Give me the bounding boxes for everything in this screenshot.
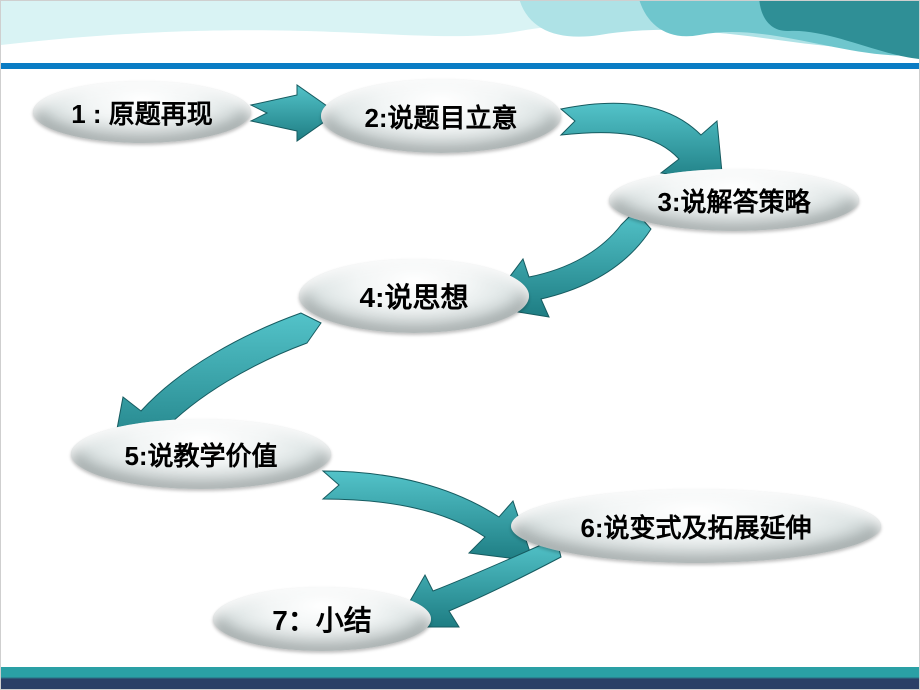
node-3-label: 3:说解答策略 bbox=[651, 182, 816, 219]
node-5-label: 5:说教学价值 bbox=[118, 436, 283, 473]
node-4: 4:说思想 bbox=[299, 259, 529, 333]
node-1-label: 1 : 原题再现 bbox=[65, 94, 219, 131]
node-7-label: 7：小结 bbox=[266, 599, 378, 639]
node-4-label: 4:说思想 bbox=[354, 276, 475, 316]
node-1: 1 : 原题再现 bbox=[33, 81, 251, 143]
node-5: 5:说教学价值 bbox=[71, 419, 331, 489]
slide: 1 : 原题再现 2:说题目立意 3:说解答策略 4:说思想 5:说教学价值 6… bbox=[0, 0, 920, 690]
header-rule bbox=[1, 63, 919, 69]
node-7: 7：小结 bbox=[213, 587, 431, 651]
node-6: 6:说变式及拓展延伸 bbox=[511, 489, 881, 563]
node-6-label: 6:说变式及拓展延伸 bbox=[574, 508, 817, 545]
arrow-5-6 bbox=[323, 471, 533, 561]
node-2-label: 2:说题目立意 bbox=[358, 98, 523, 135]
footer-band bbox=[1, 667, 919, 689]
header-swoosh bbox=[1, 1, 919, 63]
node-3: 3:说解答策略 bbox=[609, 169, 859, 231]
node-2: 2:说题目立意 bbox=[321, 79, 561, 153]
